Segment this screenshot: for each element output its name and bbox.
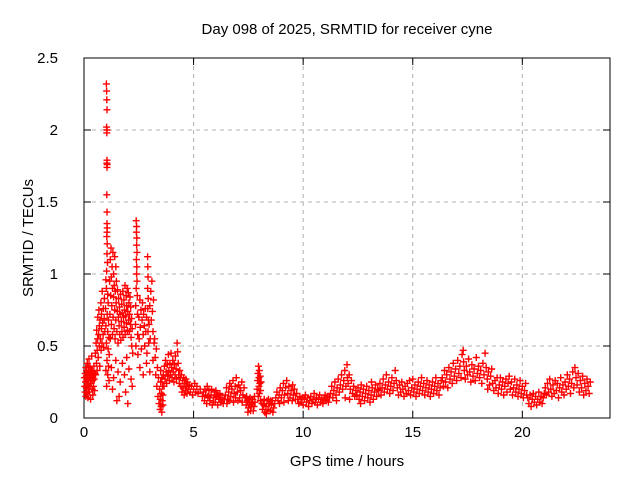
x-tick-label: 5 [189, 424, 197, 441]
axes-frame-and-ticks [83, 57, 611, 419]
y-tick-label: 2.5 [37, 50, 58, 67]
scatter-plus-markers [80, 80, 594, 418]
x-tick-label: 15 [404, 424, 421, 441]
y-tick-label: 1.5 [37, 194, 58, 211]
x-tick-label: 0 [80, 424, 88, 441]
x-tick-label: 20 [514, 424, 531, 441]
chart-title: Day 098 of 2025, SRMTID for receiver cyn… [202, 21, 493, 38]
y-axis-label: SRMTID / TECUs [20, 179, 37, 297]
x-tick-label: 10 [295, 424, 312, 441]
y-tick-label: 1 [50, 266, 58, 283]
y-tick-label: 0 [50, 410, 58, 427]
tick-labels: 0 5 10 15 20 0 0.5 1 1.5 2 2.5 [37, 50, 531, 441]
y-tick-label: 2 [50, 122, 58, 139]
y-tick-label: 0.5 [37, 338, 58, 355]
data-points [80, 80, 594, 418]
x-axis-label: GPS time / hours [290, 453, 404, 470]
gridlines [84, 58, 610, 418]
